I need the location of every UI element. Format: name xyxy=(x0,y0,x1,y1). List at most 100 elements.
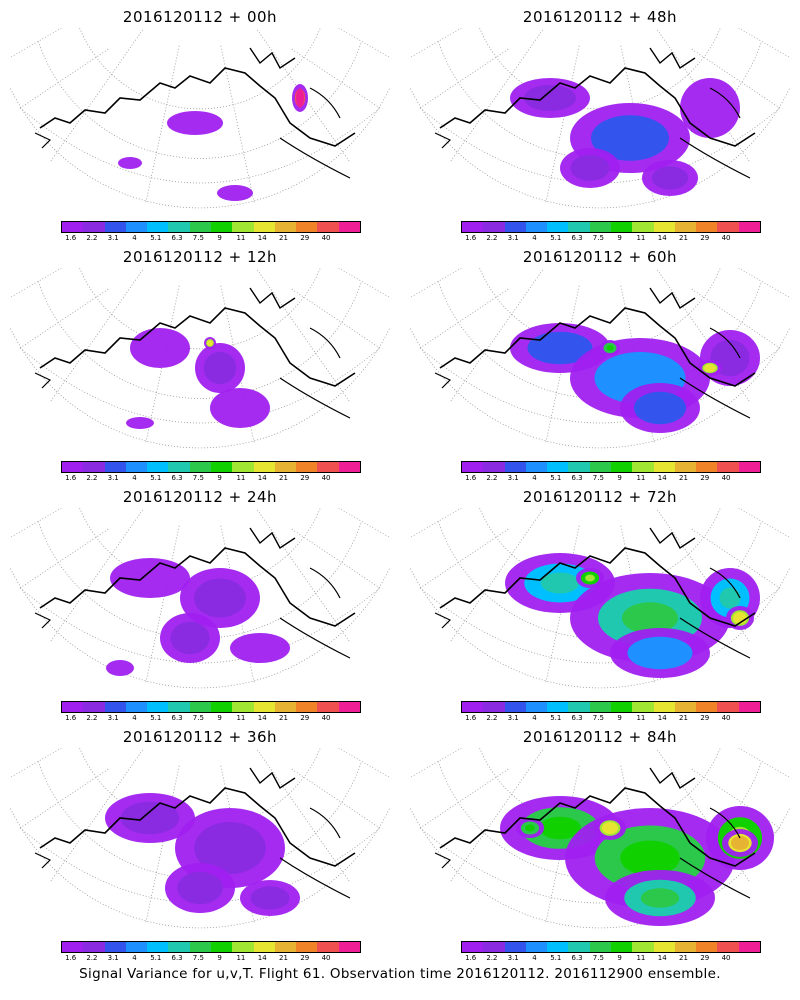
longitude-line xyxy=(10,28,63,59)
variance-core xyxy=(651,166,689,190)
colorbar xyxy=(461,461,761,473)
colorbar-label: 9 xyxy=(217,234,222,242)
colorbar-swatch xyxy=(610,942,633,952)
colorbar-label: 3.1 xyxy=(107,234,119,242)
colorbar-swatch xyxy=(317,942,339,952)
colorbar-label: 14 xyxy=(657,954,667,962)
polar-map xyxy=(410,268,790,449)
colorbar-label: 9 xyxy=(617,234,622,242)
colorbar-swatch xyxy=(168,222,190,232)
colorbar-label: 2.2 xyxy=(86,474,98,482)
colorbar-label: 2.2 xyxy=(86,954,98,962)
colorbar-swatch xyxy=(210,222,233,232)
colorbar-label: 14 xyxy=(257,954,267,962)
variance-core xyxy=(250,886,290,910)
colorbar-swatch xyxy=(483,702,505,712)
colorbar-swatch xyxy=(338,462,360,472)
colorbar-swatch xyxy=(632,702,654,712)
colorbar-label: 2.2 xyxy=(86,714,98,722)
colorbar-swatch xyxy=(189,462,211,472)
colorbar xyxy=(461,221,761,233)
colorbar-label: 11 xyxy=(236,474,246,482)
colorbar-label: 29 xyxy=(300,474,310,482)
colorbar-swatch xyxy=(317,222,339,232)
latitude-line xyxy=(10,86,390,209)
colorbar-label: 11 xyxy=(636,474,646,482)
variance-core xyxy=(524,85,576,111)
colorbar-swatch xyxy=(610,462,633,472)
colorbar-swatch xyxy=(547,222,569,232)
colorbar-label: 11 xyxy=(636,954,646,962)
colorbar-swatch xyxy=(125,462,148,472)
colorbar-label: 2.2 xyxy=(486,474,498,482)
colorbar-label: 6.3 xyxy=(171,714,183,722)
colorbar-label: 1.6 xyxy=(465,714,477,722)
colorbar-label: 3.1 xyxy=(507,234,519,242)
map-panel-2016120112-72h: 2016120112 + 72h 1.6 2.2 3.1 4 5.1 6.3 7.5 9 11 14… xyxy=(400,480,800,722)
colorbar-swatch xyxy=(147,942,169,952)
colorbar-label: 29 xyxy=(700,954,710,962)
colorbar-label: 6.3 xyxy=(571,234,583,242)
colorbar-swatch xyxy=(62,222,84,232)
coastline xyxy=(434,132,452,149)
colorbar-swatch xyxy=(674,702,697,712)
colorbar-swatch xyxy=(717,222,739,232)
variance-peak xyxy=(620,840,680,876)
colorbar-label: 40 xyxy=(321,714,331,722)
colorbar-swatch xyxy=(696,462,718,472)
colorbar-swatch xyxy=(147,462,169,472)
colorbar-label: 2.2 xyxy=(486,714,498,722)
variance-core xyxy=(634,391,686,425)
colorbar-swatch xyxy=(62,462,84,472)
colorbar-swatch xyxy=(83,462,105,472)
colorbar-label: 4 xyxy=(132,474,137,482)
variance-region xyxy=(680,78,740,138)
colorbar-label: 7.5 xyxy=(192,474,204,482)
colorbar-label: 3.1 xyxy=(107,714,119,722)
colorbar-label: 4 xyxy=(132,234,137,242)
colorbar-swatch xyxy=(504,462,526,472)
latitude-line xyxy=(38,761,362,879)
colorbar-swatch xyxy=(168,702,190,712)
variance-peak xyxy=(704,364,716,372)
colorbar-label: 40 xyxy=(321,474,331,482)
colorbar-swatch xyxy=(462,222,484,232)
colorbar-label: 11 xyxy=(236,234,246,242)
colorbar xyxy=(61,221,361,233)
colorbar-swatch xyxy=(317,702,339,712)
colorbar-swatch xyxy=(483,222,505,232)
variance-region xyxy=(230,633,290,663)
arctic-islands xyxy=(249,767,296,790)
colorbar-label: 9 xyxy=(617,474,622,482)
coastline xyxy=(679,567,751,659)
longitude-line xyxy=(737,748,790,779)
colorbar-swatch xyxy=(674,462,697,472)
colorbar-swatch xyxy=(296,702,318,712)
longitude-line xyxy=(10,268,63,299)
longitude-line xyxy=(50,29,143,162)
colorbar-label: 4 xyxy=(532,234,537,242)
variance-region xyxy=(126,417,154,429)
variance-peak xyxy=(640,888,680,908)
variance-peak xyxy=(602,822,618,834)
colorbar-swatch xyxy=(525,462,548,472)
coastline xyxy=(39,547,356,627)
colorbar-swatch xyxy=(738,462,760,472)
panel-title: 2016120112 + 60h xyxy=(522,248,678,266)
colorbar-label: 14 xyxy=(257,714,267,722)
colorbar-swatch xyxy=(104,702,126,712)
colorbar-label: 7.5 xyxy=(592,954,604,962)
coastline xyxy=(39,787,356,867)
latitude-line xyxy=(38,521,362,639)
colorbar-label: 2.2 xyxy=(86,234,98,242)
colorbar-swatch xyxy=(738,222,760,232)
colorbar-label: 1.6 xyxy=(465,234,477,242)
colorbar-label: 5.1 xyxy=(550,954,562,962)
colorbar-swatch xyxy=(653,942,675,952)
colorbar-label: 6.3 xyxy=(171,474,183,482)
colorbar-label: 29 xyxy=(300,714,310,722)
colorbar-label: 7.5 xyxy=(192,954,204,962)
variance-peak xyxy=(525,824,535,832)
variance-peak xyxy=(719,587,741,609)
arctic-islands xyxy=(249,527,296,550)
